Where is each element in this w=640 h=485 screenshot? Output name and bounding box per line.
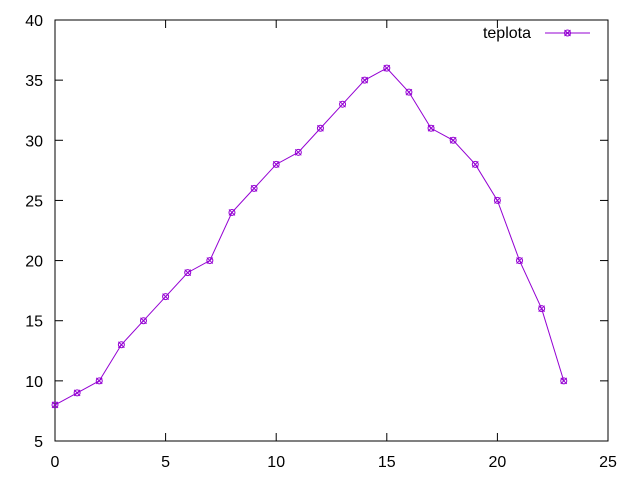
series-layer — [51, 64, 568, 409]
x-tick-label: 10 — [267, 454, 285, 471]
data-point — [493, 196, 501, 204]
series-0 — [51, 64, 568, 409]
y-tick-label: 20 — [25, 254, 43, 271]
data-point — [294, 148, 302, 156]
data-point — [538, 305, 546, 313]
legend-label: teplota — [483, 25, 531, 42]
y-tick-label: 5 — [34, 434, 43, 451]
x-tick-label: 0 — [51, 454, 60, 471]
data-point — [250, 184, 258, 192]
data-point — [449, 136, 457, 144]
data-point — [228, 208, 236, 216]
data-point — [206, 257, 214, 265]
data-point — [405, 88, 413, 96]
x-tick-label: 15 — [378, 454, 396, 471]
y-tick-label: 40 — [25, 13, 43, 30]
data-point — [51, 401, 59, 409]
data-point — [316, 124, 324, 132]
x-tick-label: 25 — [599, 454, 617, 471]
data-point — [560, 377, 568, 385]
y-tick-label: 15 — [25, 314, 43, 331]
series-line — [54, 67, 565, 406]
data-point — [427, 124, 435, 132]
y-tick-label: 35 — [25, 73, 43, 90]
data-point — [95, 377, 103, 385]
data-point — [516, 257, 524, 265]
x-tick-label: 20 — [489, 454, 507, 471]
y-tick-label: 30 — [25, 133, 43, 150]
legend-marker-sample — [564, 29, 571, 37]
y-tick-label: 25 — [25, 193, 43, 210]
data-point — [339, 100, 347, 108]
data-point — [117, 341, 125, 349]
legend: teplota — [483, 25, 590, 42]
data-point — [471, 160, 479, 168]
data-point — [361, 76, 369, 84]
plot-frame — [54, 19, 609, 442]
data-point — [184, 269, 192, 277]
data-point — [383, 64, 391, 72]
data-point — [162, 293, 170, 301]
x-tick-label: 5 — [161, 454, 170, 471]
data-point — [139, 317, 147, 325]
data-point — [272, 160, 280, 168]
data-point — [73, 389, 81, 397]
y-tick-label: 10 — [25, 374, 43, 391]
